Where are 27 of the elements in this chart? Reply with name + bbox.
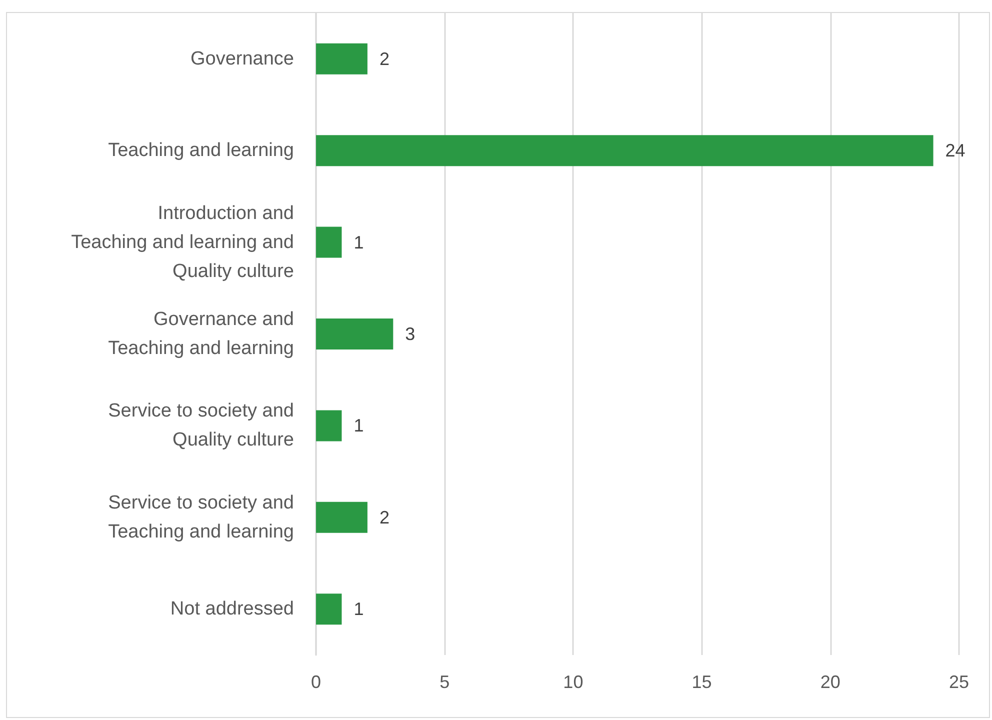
data-label: 2 [379,507,390,528]
bar [316,318,394,350]
y-tick-label: Service to society and Quality culture [108,400,294,451]
data-label: 3 [405,324,416,344]
y-tick-label: Governance and Teaching and learning [108,309,294,359]
data-label: 1 [354,416,364,436]
x-tick-label: 15 [692,672,712,692]
x-tick-label: 5 [440,672,450,692]
x-tick-label: 25 [948,672,970,692]
y-tick-label: Teaching and learning [108,140,294,162]
bar [316,43,368,74]
y-tick-label: Service to society and Teaching and learning [108,492,294,542]
data-label: 1 [354,599,364,620]
data-label: 2 [379,48,390,69]
y-tick-label: Not addressed [170,598,294,620]
bar [316,502,368,533]
y-tick-label: Governance [190,48,294,70]
bar [316,410,342,442]
x-tick-label: 10 [563,672,584,692]
bar [316,135,934,166]
y-tick-label: Introduction and Teaching and learning and Quality culture [71,202,294,282]
data-label: 1 [354,232,364,252]
x-tick-label: 20 [820,672,840,692]
bar [316,226,342,258]
x-tick-label: 0 [310,672,322,692]
data-label: 24 [945,140,966,161]
bar [316,594,342,625]
